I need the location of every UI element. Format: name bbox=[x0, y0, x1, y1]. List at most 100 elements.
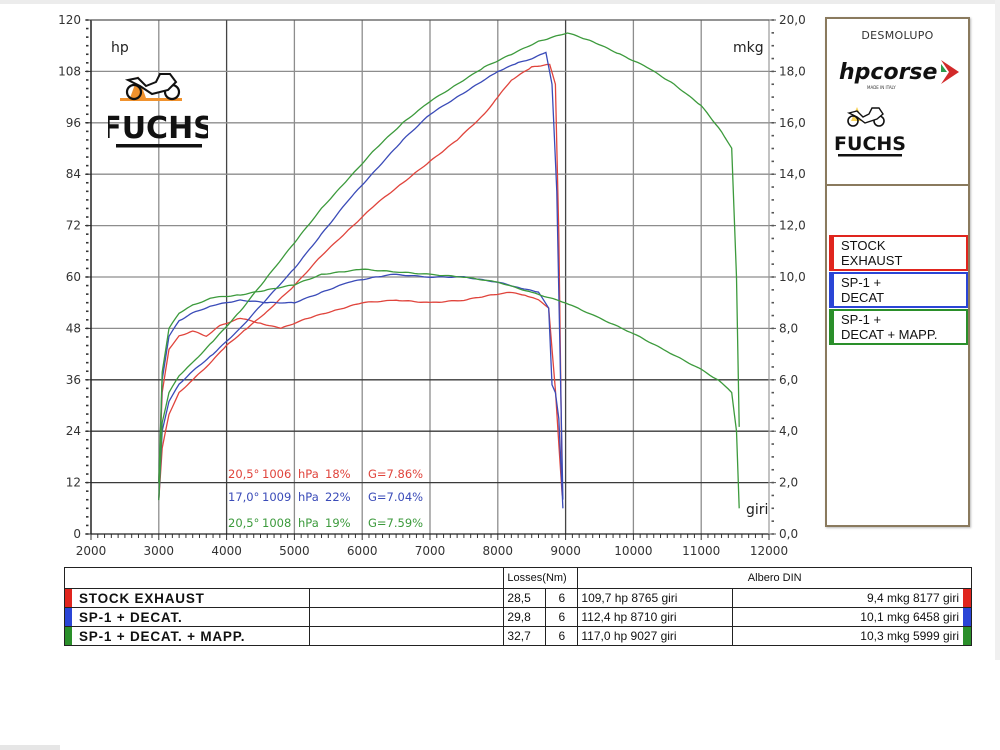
condition-value: G=7.86% bbox=[368, 467, 423, 481]
power-curve bbox=[158, 51, 564, 501]
condition-value: 18% bbox=[325, 467, 351, 481]
losses-value: 28,5 bbox=[503, 588, 547, 608]
table-row: STOCK EXHAUST 28,5 6 109,7 hp 8765 giri … bbox=[64, 588, 972, 608]
top-border bbox=[0, 0, 1000, 4]
table-header: Losses(Nm) Albero DIN bbox=[63, 567, 972, 589]
fuchs-logo-chart: FUCHS bbox=[108, 73, 208, 148]
condition-value: hPa bbox=[298, 490, 319, 504]
svg-text:FUCHS: FUCHS bbox=[835, 133, 905, 155]
legend-label-line1: STOCK bbox=[841, 238, 886, 253]
table-row: SP-1 + DECAT. + MAPP. 32,7 6 117,0 hp 90… bbox=[64, 626, 972, 646]
condition-value: 1006 bbox=[262, 467, 291, 481]
y-right-tick-label: 8,0 bbox=[779, 321, 798, 335]
legend-item-sp1-decat: SP-1 + DECAT bbox=[829, 272, 968, 308]
y-right-tick-label: 16,0 bbox=[779, 116, 806, 130]
x-tick-label: 2000 bbox=[76, 544, 107, 558]
desmolupo-label: DESMOLUPO bbox=[861, 29, 934, 42]
table-row: SP-1 + DECAT. 29,8 6 112,4 hp 8710 giri … bbox=[64, 607, 972, 627]
condition-value: G=7.59% bbox=[368, 516, 423, 530]
x-tick-label: 6000 bbox=[347, 544, 378, 558]
right-axis-unit: mkg bbox=[733, 40, 764, 56]
y-right-tick-label: 6,0 bbox=[779, 373, 798, 387]
bottom-left-strip bbox=[0, 745, 60, 750]
legend-label-line1: SP-1 + bbox=[841, 312, 882, 327]
y-left-tick-label: 120 bbox=[58, 13, 81, 27]
legend: STOCK EXHAUST SP-1 + DECAT SP-1 + DECAT + M… bbox=[827, 235, 970, 346]
max-torque: 9,4 mkg 8177 giri bbox=[866, 591, 959, 605]
losses-header: Losses(Nm) bbox=[503, 567, 579, 589]
legend-label-line2: EXHAUST bbox=[841, 253, 903, 268]
legend-color-swatch bbox=[829, 272, 834, 308]
y-right-tick-label: 18,0 bbox=[779, 64, 806, 78]
condition-value: 22% bbox=[325, 490, 351, 504]
x-tick-label: 5000 bbox=[279, 544, 310, 558]
x-tick-label: 10000 bbox=[614, 544, 652, 558]
y-left-tick-label: 84 bbox=[66, 167, 81, 181]
y-left-tick-label: 24 bbox=[66, 424, 81, 438]
row-color-bar bbox=[65, 589, 72, 607]
albero-din-header: Albero DIN bbox=[577, 567, 972, 589]
x-tick-label: 4000 bbox=[211, 544, 242, 558]
y-right-tick-label: 2,0 bbox=[779, 476, 798, 490]
condition-value: 20,5° bbox=[228, 467, 259, 481]
svg-text:hpcorse: hpcorse bbox=[839, 60, 938, 85]
y-right-tick-label: 4,0 bbox=[779, 424, 798, 438]
y-left-tick-label: 36 bbox=[66, 373, 81, 387]
axis-labels: 2000 3000 4000 5000 6000 7000 8000 9000 10000 110… bbox=[58, 13, 806, 558]
condition-value: hPa bbox=[298, 516, 319, 530]
legend-color-swatch bbox=[829, 309, 834, 345]
dyno-chart: 2000 3000 4000 5000 6000 7000 8000 9000 10000 110… bbox=[58, 13, 806, 558]
legend-item-sp1-decat-mapp: SP-1 + DECAT + MAPP. bbox=[829, 309, 968, 345]
left-axis-unit: hp bbox=[111, 40, 129, 56]
max-power: 109,7 hp 8765 giri bbox=[577, 588, 734, 608]
max-power: 112,4 hp 8710 giri bbox=[577, 607, 734, 627]
power-curve bbox=[158, 63, 563, 500]
max-power: 117,0 hp 9027 giri bbox=[577, 626, 734, 646]
gear-value: 6 bbox=[545, 588, 579, 608]
y-left-tick-label: 108 bbox=[58, 64, 81, 78]
x-tick-label: 9000 bbox=[550, 544, 581, 558]
axis-ticks bbox=[85, 19, 776, 540]
y-left-tick-label: 12 bbox=[66, 476, 81, 490]
x-tick-label: 8000 bbox=[483, 544, 514, 558]
row-color-bar bbox=[963, 608, 971, 626]
gear-value: 6 bbox=[545, 626, 579, 646]
row-color-bar bbox=[963, 589, 971, 607]
condition-value: 20,5° bbox=[228, 516, 259, 530]
dyno-curves bbox=[158, 32, 740, 509]
x-axis-unit: giri bbox=[746, 502, 768, 518]
brand-box: DESMOLUPO hpcorse MADE IN ITALY FUCHS bbox=[827, 19, 968, 186]
row-color-bar bbox=[963, 627, 971, 645]
y-left-tick-label: 96 bbox=[66, 116, 81, 130]
x-tick-label: 3000 bbox=[144, 544, 175, 558]
x-tick-label: 12000 bbox=[750, 544, 788, 558]
condition-value: 17,0° bbox=[228, 490, 259, 504]
legend-item-stock-exhaust: STOCK EXHAUST bbox=[829, 235, 968, 271]
legend-label-line2: DECAT bbox=[841, 290, 885, 305]
x-tick-label: 11000 bbox=[682, 544, 720, 558]
x-tick-label: 7000 bbox=[415, 544, 446, 558]
y-right-tick-label: 0,0 bbox=[779, 527, 798, 541]
svg-text:MADE IN ITALY: MADE IN ITALY bbox=[867, 85, 896, 90]
right-border bbox=[995, 0, 1000, 660]
condition-value: hPa bbox=[298, 467, 319, 481]
y-right-tick-label: 10,0 bbox=[779, 270, 806, 284]
y-right-tick-label: 14,0 bbox=[779, 167, 806, 181]
side-panel: DESMOLUPO hpcorse MADE IN ITALY FUCHS ST… bbox=[825, 17, 970, 527]
condition-value: 19% bbox=[325, 516, 351, 530]
legend-label-line1: SP-1 + bbox=[841, 275, 882, 290]
test-conditions: 20,5° 1006 hPa 18% G=7.86%17,0° 1009 hPa 22% G=7… bbox=[228, 467, 423, 530]
row-color-bar bbox=[65, 627, 72, 645]
condition-value: G=7.04% bbox=[368, 490, 423, 504]
y-right-tick-label: 12,0 bbox=[779, 219, 806, 233]
gear-value: 6 bbox=[545, 607, 579, 627]
fuchs-logo-side: FUCHS bbox=[835, 107, 905, 157]
losses-value: 29,8 bbox=[503, 607, 547, 627]
svg-text:FUCHS: FUCHS bbox=[108, 111, 208, 146]
torque-curve bbox=[158, 291, 563, 496]
legend-color-swatch bbox=[829, 235, 834, 271]
legend-label-line2: DECAT + MAPP. bbox=[841, 327, 938, 342]
condition-value: 1009 bbox=[262, 490, 291, 504]
y-right-tick-label: 20,0 bbox=[779, 13, 806, 27]
hpcorse-logo: hpcorse MADE IN ITALY bbox=[839, 60, 959, 90]
